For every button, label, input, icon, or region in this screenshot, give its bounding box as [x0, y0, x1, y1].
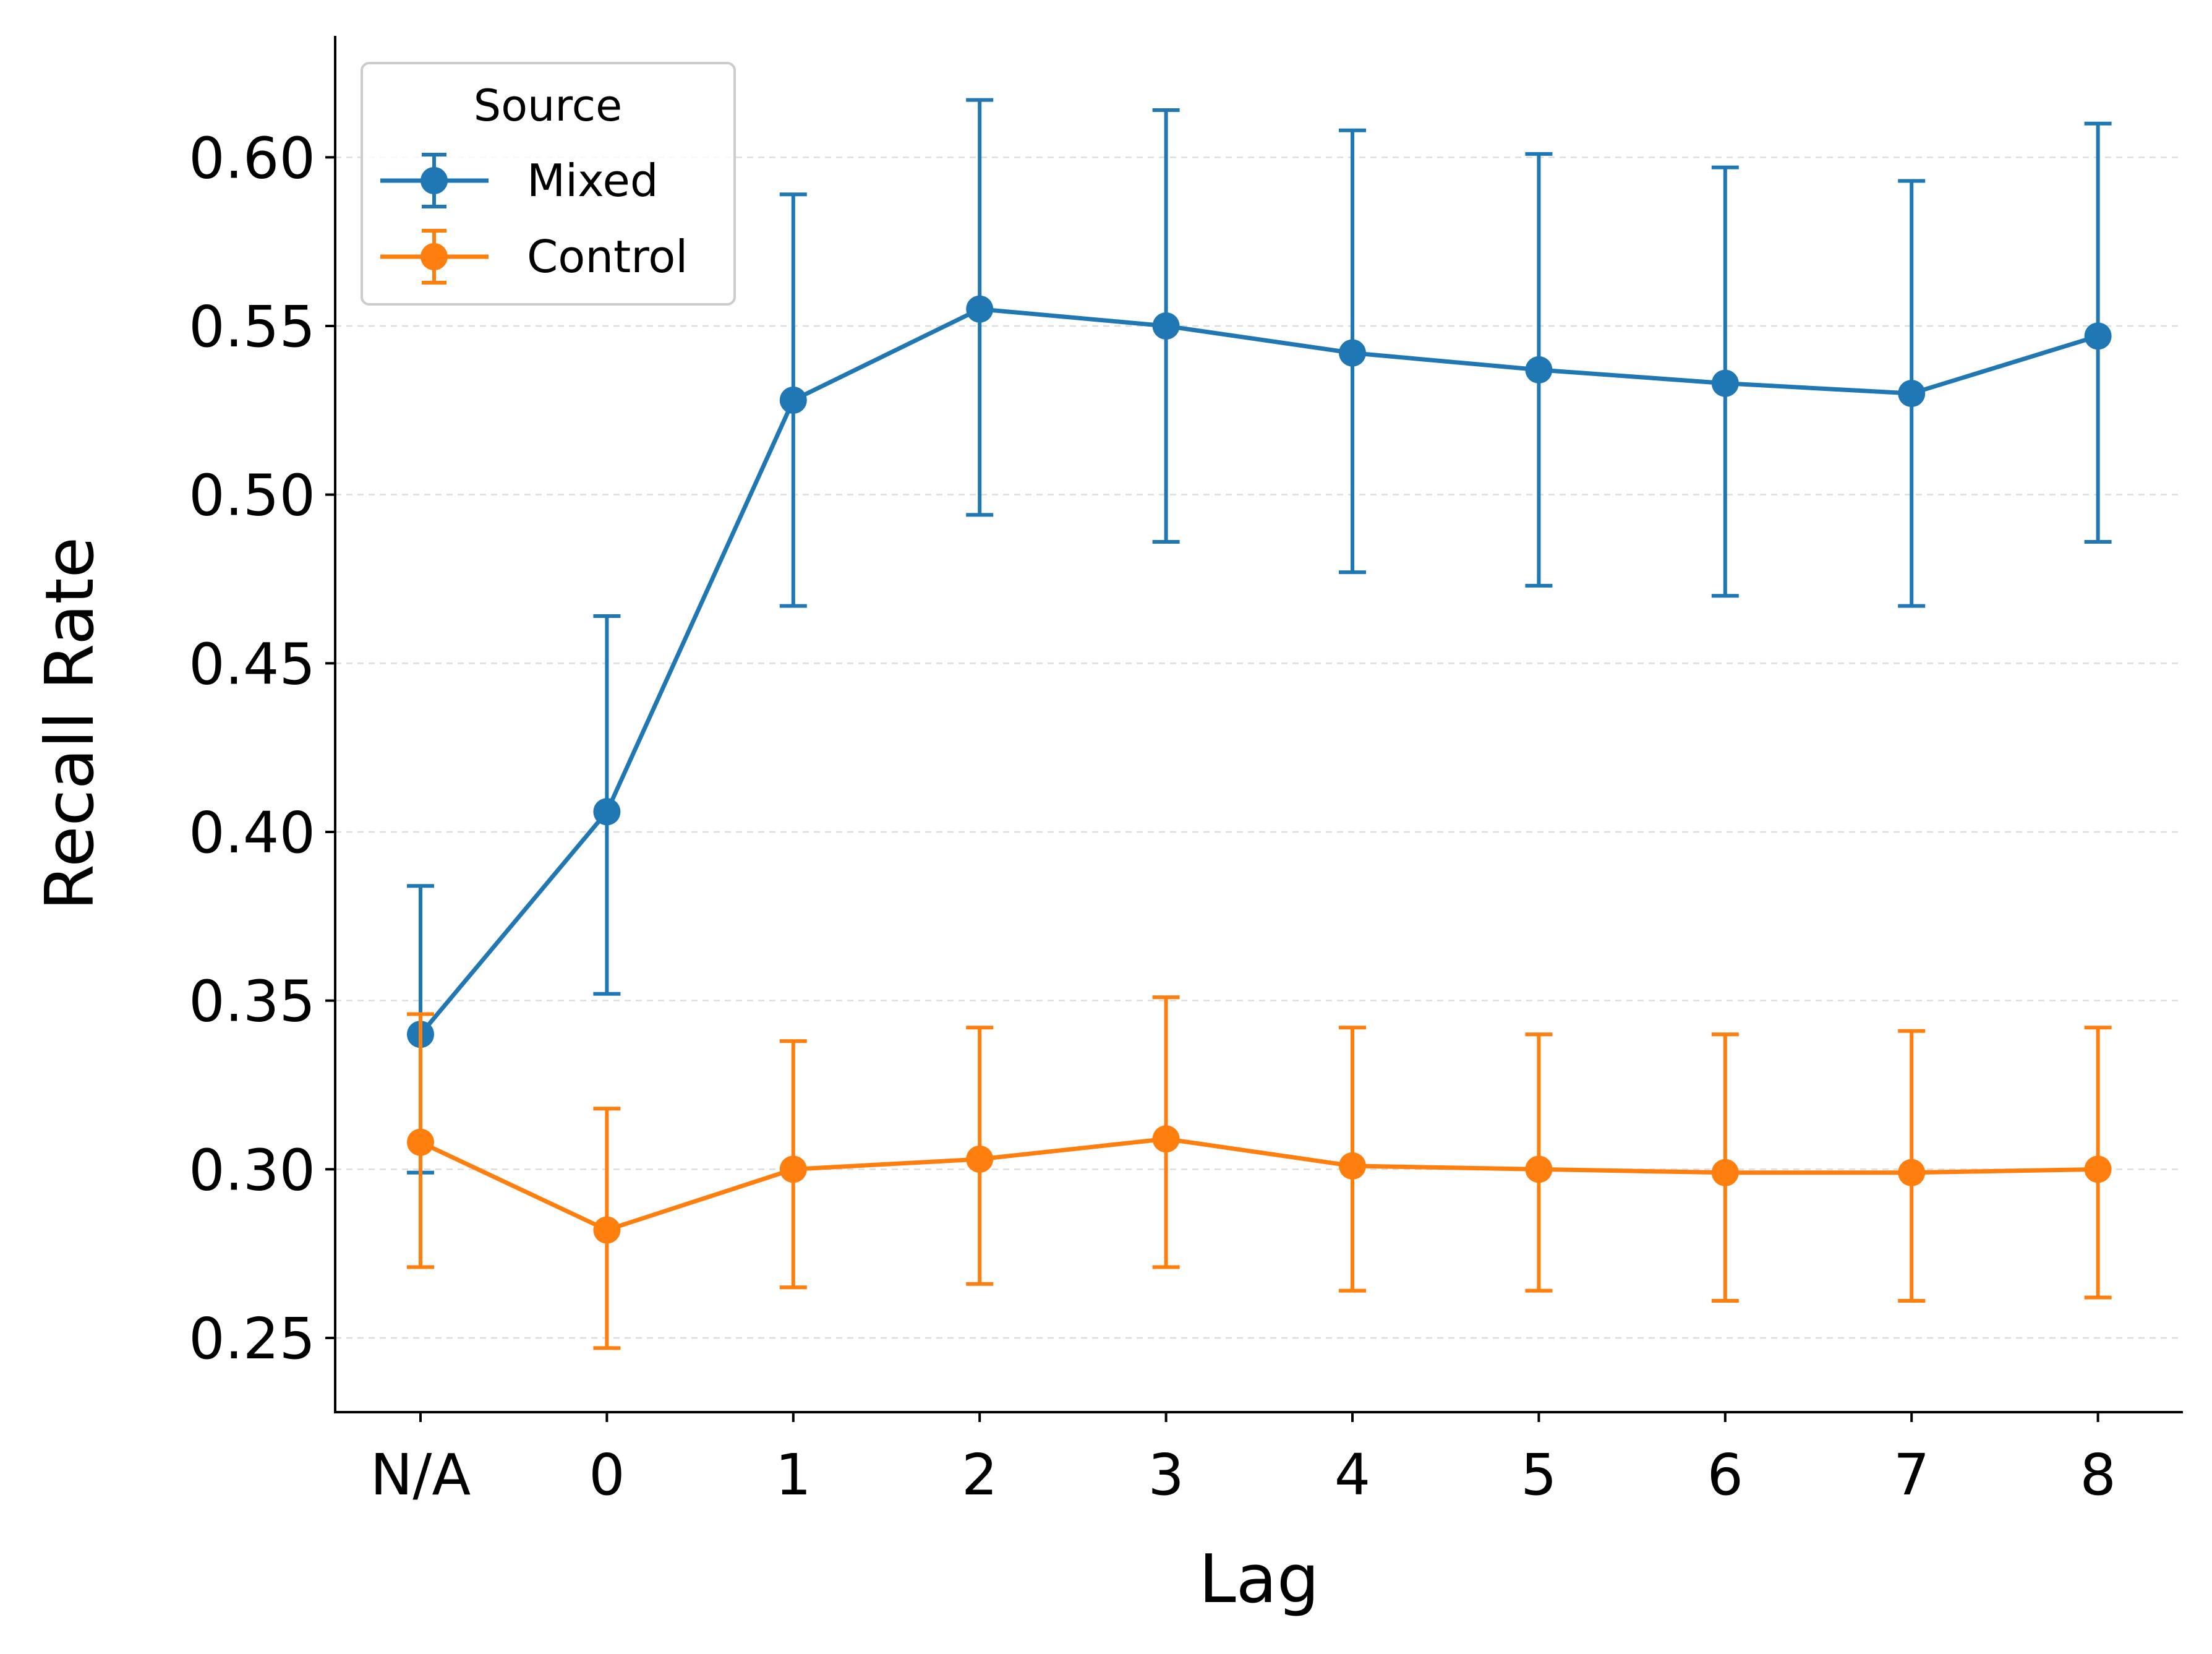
x-axis-title: Lag	[1199, 1541, 1320, 1618]
axes	[334, 36, 2183, 1413]
line-control	[419, 1136, 2098, 1233]
y-axis-title: Recall Rate	[32, 537, 109, 911]
point-mixed	[1339, 339, 1366, 367]
x-tick-label: 8	[2080, 1442, 2116, 1508]
y-tick-label: 0.35	[189, 969, 315, 1035]
legend-title: Source	[474, 80, 622, 131]
x-tick-label: 1	[775, 1442, 812, 1508]
legend-label-mixed: Mixed	[527, 155, 659, 207]
x-tick-label: 6	[1707, 1442, 1744, 1508]
point-mixed	[593, 798, 621, 826]
y-tick-label: 0.45	[189, 631, 315, 697]
legend-marker-mixed	[421, 167, 448, 194]
point-control	[966, 1145, 994, 1173]
point-mixed	[1711, 369, 1739, 397]
x-tick-label: 3	[1148, 1442, 1184, 1508]
series-control	[407, 995, 2112, 1350]
x-tick-label: 2	[962, 1442, 998, 1508]
x-tick-label: N/A	[370, 1442, 471, 1508]
grid-lines	[335, 156, 2183, 1339]
legend-label-control: Control	[527, 231, 688, 283]
point-control	[593, 1216, 621, 1244]
point-mixed	[966, 295, 994, 323]
y-tick-label: 0.30	[189, 1137, 315, 1203]
series-mixed	[407, 98, 2112, 1175]
x-tick-label: 5	[1521, 1442, 1557, 1508]
x-tick-label: 4	[1334, 1442, 1371, 1508]
x-tick-label: 7	[1894, 1442, 1930, 1508]
y-tick-label: 0.40	[189, 800, 315, 866]
point-control	[1898, 1159, 1926, 1186]
legend: Source Mixed Control	[361, 62, 736, 306]
y-tick-label: 0.25	[189, 1306, 315, 1372]
point-mixed	[779, 386, 807, 414]
y-tick-label: 0.50	[189, 463, 315, 529]
point-control	[1339, 1152, 1366, 1180]
point-control	[1152, 1125, 1180, 1153]
point-mixed	[1525, 356, 1553, 384]
point-control	[2084, 1155, 2112, 1183]
legend-entry-mixed: Mixed	[380, 153, 659, 208]
y-tick-label: 0.60	[189, 125, 315, 191]
line-mixed	[419, 307, 2099, 1036]
point-control	[407, 1128, 434, 1156]
x-tick-label: 0	[589, 1442, 625, 1508]
point-control	[779, 1155, 807, 1183]
legend-entry-control: Control	[380, 229, 688, 285]
legend-marker-control	[421, 243, 448, 270]
point-control	[1525, 1155, 1553, 1183]
point-mixed	[1152, 312, 1180, 340]
legend-frame	[361, 62, 736, 306]
y-tick-label: 0.55	[189, 294, 315, 360]
point-mixed	[1898, 380, 1926, 408]
ticks: 0.25 0.30 0.35 0.40 0.45 0.50 0.55 0.60 N/A 0 1 2 3 4…	[189, 125, 2116, 1508]
point-control	[1711, 1159, 1739, 1186]
series-layer	[407, 98, 2112, 1350]
point-mixed	[2084, 322, 2112, 350]
